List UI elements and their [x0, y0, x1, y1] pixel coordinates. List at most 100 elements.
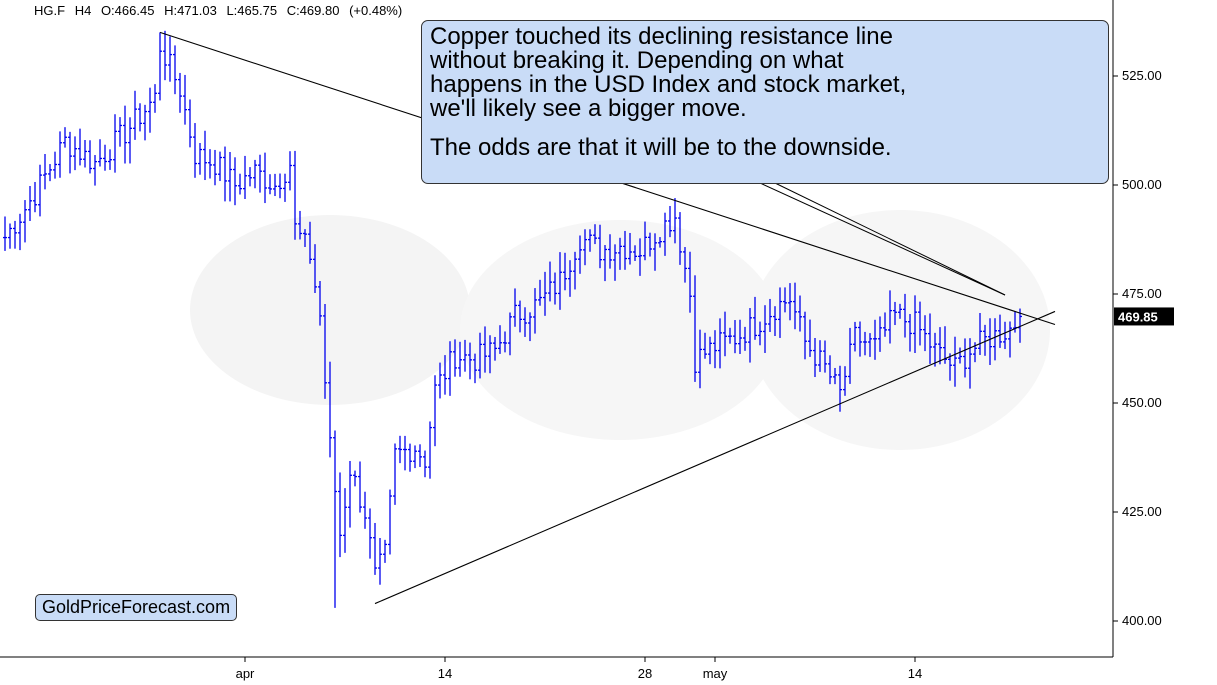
ohlc-bar — [708, 336, 712, 365]
ohlc-bar — [423, 450, 427, 478]
ohlc-bar — [263, 152, 267, 204]
ohlc-bar — [43, 153, 47, 190]
ohlc-bar — [358, 461, 362, 513]
ohlc-bar — [853, 321, 857, 352]
ohlc-bar — [503, 331, 507, 353]
ohlc-bar — [233, 157, 237, 206]
ohlc-bar — [518, 300, 522, 333]
ohlc-bar — [628, 232, 632, 265]
ohlc-bar — [243, 155, 247, 200]
ohlc-bar — [963, 338, 967, 378]
ohlc-bar — [323, 304, 327, 399]
ohlc-bar — [198, 143, 202, 175]
commentary-conclusion: The odds are that it will be to the down… — [430, 134, 892, 161]
ohlc-bar — [748, 308, 752, 363]
ohlc-bar — [173, 45, 177, 95]
ohlc-bar — [773, 306, 777, 337]
ohlc-bar — [763, 305, 767, 353]
ohlc-bar — [48, 164, 52, 182]
ohlc-bar — [128, 117, 132, 164]
commentary-line: Copper touched its declining resistance … — [430, 23, 893, 50]
ohlc-bar — [468, 342, 472, 380]
ohlc-bar — [348, 460, 352, 528]
ohlc-bar — [278, 173, 282, 199]
ohlc-bar — [933, 332, 937, 367]
ohlc-bar — [193, 123, 197, 178]
ohlc-bar — [418, 444, 422, 467]
ohlc-bar — [163, 30, 167, 81]
ohlc-bar — [743, 326, 747, 351]
ohlc-bar — [968, 338, 972, 389]
ohlc-bar — [618, 237, 622, 270]
ohlc-bar — [668, 205, 672, 238]
ohlc-bar — [558, 252, 562, 310]
ohlc-bar — [433, 375, 437, 447]
ohlc-bar — [273, 173, 277, 197]
ohlc-bar — [948, 353, 952, 381]
ohlc-bar — [638, 238, 642, 276]
ohlc-bar — [293, 150, 297, 240]
ohlc-bar — [203, 130, 207, 181]
low-value: L:465.75 — [226, 3, 278, 18]
axes: 400.00 425.00 450.00 475.00 500.00 525.00 apr 1… — [0, 0, 1162, 681]
ohlc-bar — [873, 319, 877, 360]
ohlc-bar — [643, 221, 647, 261]
ohlc-bar — [998, 314, 1002, 348]
ohlc-bar — [758, 321, 762, 346]
ohlc-bar — [513, 288, 517, 327]
ohlc-bar — [103, 144, 107, 171]
ohlc-bar — [888, 290, 892, 344]
ohlc-bar — [623, 230, 627, 270]
ohlc-bar — [268, 174, 272, 195]
ohlc-bar — [253, 159, 257, 189]
ohlc-bar — [953, 336, 957, 387]
ohlc-bars — [3, 30, 1022, 608]
ohlc-bar — [93, 155, 97, 186]
ohlc-bar — [588, 229, 592, 252]
watermark-shape — [750, 210, 1050, 450]
ohlc-bar — [138, 103, 142, 132]
ohlc-bar — [573, 251, 577, 290]
ohlc-bar — [333, 430, 337, 608]
ohlc-bar — [228, 151, 232, 202]
ohlc-bar — [328, 361, 332, 458]
ohlc-bar — [143, 104, 147, 141]
ohlc-bar — [543, 271, 547, 316]
ohlc-bar — [113, 114, 117, 173]
ohlc-bar — [843, 366, 847, 396]
symbol-header: HG.F H4 O:466.45 H:471.03 L:465.75 C:469… — [34, 3, 408, 18]
ohlc-bar — [893, 301, 897, 326]
ohlc-bar — [723, 311, 727, 357]
ohlc-bar — [218, 151, 222, 182]
ohlc-bar — [598, 224, 602, 269]
ohlc-bar — [678, 212, 682, 265]
ohlc-bar — [38, 164, 42, 217]
ohlc-bar — [728, 327, 732, 344]
ohlc-bar — [653, 233, 657, 271]
ohlc-bar — [703, 332, 707, 359]
ohlc-bar — [858, 321, 862, 357]
ohlc-bar — [943, 326, 947, 364]
last-price-label: 469.85 — [1118, 309, 1158, 324]
ohlc-bar — [718, 318, 722, 369]
ohlc-bar — [993, 318, 997, 361]
ohlc-bar — [913, 295, 917, 354]
ohlc-bar — [848, 327, 852, 384]
ohlc-bar — [178, 72, 182, 113]
ohlc-bar — [438, 362, 442, 399]
ohlc-bar — [608, 234, 612, 269]
ohlc-bar — [828, 355, 832, 385]
ohlc-bar — [938, 327, 942, 365]
brand-label: GoldPriceForecast.com — [35, 594, 238, 621]
ohlc-bar — [538, 279, 542, 306]
ohlc-bar — [533, 288, 537, 334]
ohlc-bar — [498, 325, 502, 354]
ohlc-bar — [478, 332, 482, 379]
ohlc-bar — [83, 140, 87, 168]
ohlc-bar — [443, 355, 447, 395]
high-value: H:471.03 — [164, 3, 217, 18]
ohlc-bar — [413, 445, 417, 469]
ohlc-bar — [673, 198, 677, 244]
ohlc-bar — [793, 282, 797, 330]
